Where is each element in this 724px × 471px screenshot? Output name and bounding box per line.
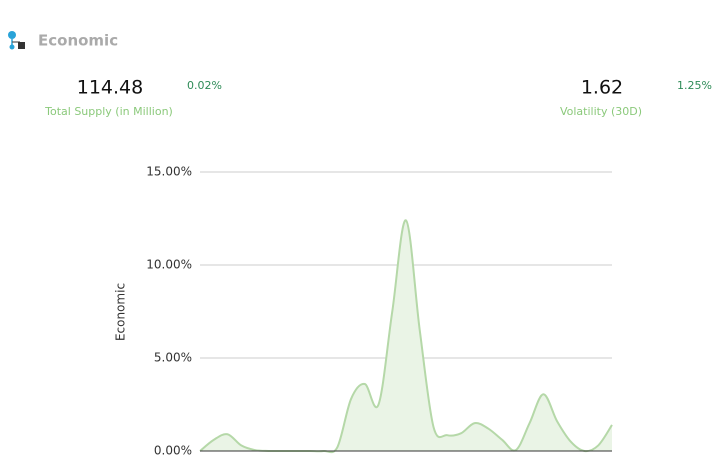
area-fill [200, 220, 612, 453]
y-tick-label: 5.00% [154, 351, 192, 365]
stat-value: 1.62 [581, 77, 623, 99]
stat-change: 1.25% [677, 79, 712, 92]
stat-label: Volatility (30D) [560, 105, 642, 118]
y-tick-label: 15.00% [146, 165, 192, 179]
header-title: Economic [38, 32, 118, 50]
stat-value: 114.48 [77, 77, 143, 99]
y-tick-label: 0.00% [154, 444, 192, 458]
y-tick-label: 10.00% [146, 258, 192, 272]
y-axis-title: Economic [114, 283, 128, 341]
stat-change: 0.02% [187, 79, 222, 92]
header-icon [8, 31, 25, 50]
stat-label: Total Supply (in Million) [44, 105, 173, 118]
